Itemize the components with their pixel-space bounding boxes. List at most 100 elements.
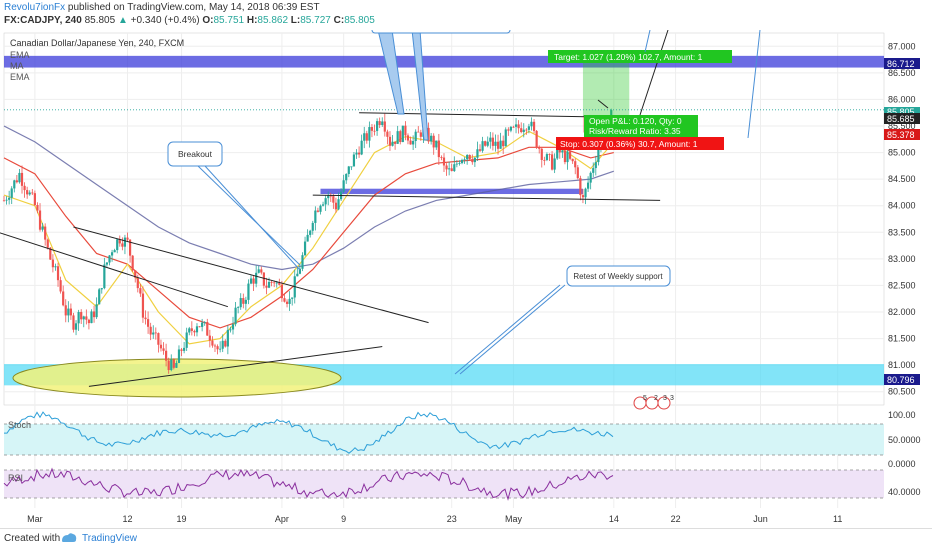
candle-body bbox=[15, 180, 18, 183]
low-label: L: bbox=[290, 15, 301, 26]
candles bbox=[2, 108, 613, 374]
candle-body bbox=[386, 131, 389, 137]
candle-body bbox=[373, 130, 376, 132]
stoch-line bbox=[4, 411, 614, 454]
candle-body bbox=[98, 289, 101, 305]
svg-text:50.0000: 50.0000 bbox=[888, 435, 921, 445]
candle-body bbox=[342, 180, 345, 192]
ma-line bbox=[3, 125, 614, 271]
candle-body bbox=[525, 129, 528, 131]
candle-body bbox=[141, 293, 145, 318]
candle-body bbox=[316, 210, 320, 212]
candle-body bbox=[504, 129, 507, 147]
time-tick-label: Mar bbox=[27, 514, 43, 524]
price-tag-85685: 85.685 bbox=[884, 113, 920, 124]
candle-body bbox=[306, 234, 309, 242]
candle-body bbox=[252, 278, 255, 284]
tradingview-brand[interactable]: TradingView bbox=[82, 533, 138, 544]
candle-body bbox=[535, 130, 538, 148]
candle-body bbox=[224, 340, 227, 347]
price-tag-85378: 85.378 bbox=[884, 129, 920, 140]
candle-body bbox=[352, 154, 356, 167]
candle-body bbox=[303, 241, 307, 256]
candle-body bbox=[337, 199, 340, 210]
candle-body bbox=[365, 133, 368, 141]
candle-body bbox=[242, 298, 245, 304]
callout-pointers bbox=[197, 29, 761, 375]
candle-body bbox=[247, 283, 250, 300]
chart-legend: Canadian Dollar/Japanese Yen, 240, FXCM … bbox=[10, 38, 184, 82]
legend-indicator-2: EMA bbox=[10, 72, 30, 82]
candle-body bbox=[180, 349, 183, 351]
candle-body bbox=[213, 345, 217, 347]
candle-body bbox=[550, 154, 554, 170]
candle-body bbox=[399, 131, 402, 143]
ema-slow-line bbox=[3, 146, 614, 329]
candle-body bbox=[280, 284, 283, 299]
candle-body bbox=[265, 285, 268, 288]
candle-body bbox=[566, 151, 569, 163]
close-value: 85.805 bbox=[344, 15, 375, 26]
candle-body bbox=[324, 198, 327, 205]
price-tick-label: 86.500 bbox=[888, 68, 916, 78]
time-axis[interactable]: Mar 12 19 Apr 9 23 May 14 22 Jun 11 bbox=[4, 510, 884, 526]
position-tool[interactable]: Target: 1.027 (1.20%) 102.7, Amount: 1 Op… bbox=[4, 29, 884, 150]
candle-body bbox=[502, 140, 505, 147]
candle-body bbox=[278, 282, 281, 285]
candle-body bbox=[450, 168, 453, 172]
trendline bbox=[312, 194, 661, 201]
candle-body bbox=[345, 173, 348, 181]
candle-body bbox=[520, 128, 523, 133]
svg-text:86.712: 86.712 bbox=[887, 59, 915, 69]
time-tick-label: 22 bbox=[671, 514, 681, 524]
high-value: 85.862 bbox=[257, 15, 289, 26]
price-axis[interactable]: 87.000 86.500 86.000 85.500 85.000 84.500 84.0… bbox=[888, 41, 916, 396]
candle-body bbox=[592, 168, 595, 173]
publisher-link[interactable]: Revolu7ionFx bbox=[4, 2, 66, 13]
candle-body bbox=[54, 266, 57, 268]
candle-body bbox=[383, 121, 386, 132]
candle-body bbox=[540, 148, 543, 160]
candle-body bbox=[255, 272, 258, 284]
candle-body bbox=[532, 121, 536, 131]
candle-body bbox=[368, 127, 371, 141]
candle-body bbox=[33, 193, 36, 206]
candle-body bbox=[311, 222, 314, 231]
candle-body bbox=[545, 154, 549, 161]
candle-body bbox=[175, 362, 178, 368]
open-label: O: bbox=[202, 15, 214, 26]
candle-body bbox=[190, 328, 193, 331]
svg-text:0.0000: 0.0000 bbox=[888, 459, 916, 469]
candle-body bbox=[561, 150, 564, 153]
candle-body bbox=[285, 301, 289, 304]
candle-body bbox=[95, 304, 98, 318]
candle-body bbox=[56, 266, 60, 281]
candle-body bbox=[105, 262, 109, 265]
time-tick-label: Apr bbox=[275, 514, 289, 524]
candle-body bbox=[195, 326, 199, 333]
candle-body bbox=[229, 329, 232, 331]
header-bar: Revolu7ionFx published on TradingView.co… bbox=[0, 0, 932, 30]
price-tick-label: 81.500 bbox=[888, 334, 916, 344]
candle-body bbox=[584, 188, 587, 198]
stoch-label: Stoch bbox=[8, 420, 31, 430]
candle-body bbox=[231, 324, 235, 330]
candle-body bbox=[69, 308, 73, 316]
candle-body bbox=[10, 188, 13, 198]
rsi-band bbox=[4, 470, 884, 498]
events-marker[interactable]: 5 2 3 3 bbox=[633, 395, 674, 410]
candle-body bbox=[296, 273, 299, 277]
candle-body bbox=[8, 197, 11, 200]
price-tick-label: 81.000 bbox=[888, 360, 916, 370]
rsi-label: RSI bbox=[8, 473, 23, 483]
candle-body bbox=[275, 282, 278, 284]
candle-body bbox=[478, 149, 482, 151]
trendline bbox=[0, 232, 229, 308]
candle-body bbox=[267, 281, 271, 288]
candle-body bbox=[149, 326, 152, 335]
candle-body bbox=[327, 195, 330, 199]
candle-body bbox=[388, 136, 392, 146]
candle-body bbox=[406, 135, 410, 141]
